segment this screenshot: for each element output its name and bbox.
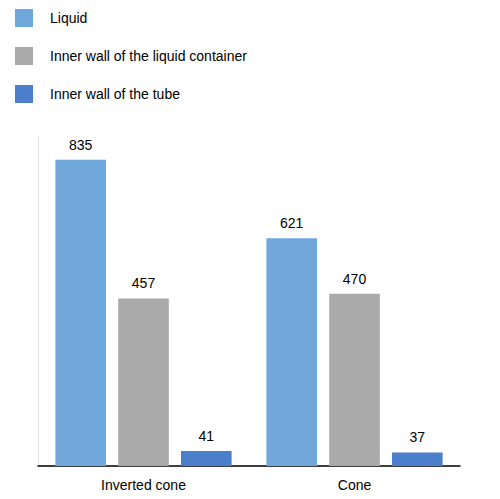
svg-text:470: 470 xyxy=(343,271,367,287)
svg-text:457: 457 xyxy=(132,275,156,291)
svg-text:37: 37 xyxy=(410,429,426,445)
svg-text:Inner wall of the tube: Inner wall of the tube xyxy=(50,86,180,102)
svg-text:835: 835 xyxy=(69,137,93,153)
svg-text:Inner wall of the liquid conta: Inner wall of the liquid container xyxy=(50,48,247,64)
svg-text:41: 41 xyxy=(199,428,215,444)
svg-text:Inverted cone: Inverted cone xyxy=(101,477,186,493)
svg-text:Liquid: Liquid xyxy=(50,10,87,26)
svg-text:621: 621 xyxy=(280,215,304,231)
svg-text:Cone: Cone xyxy=(338,477,372,493)
